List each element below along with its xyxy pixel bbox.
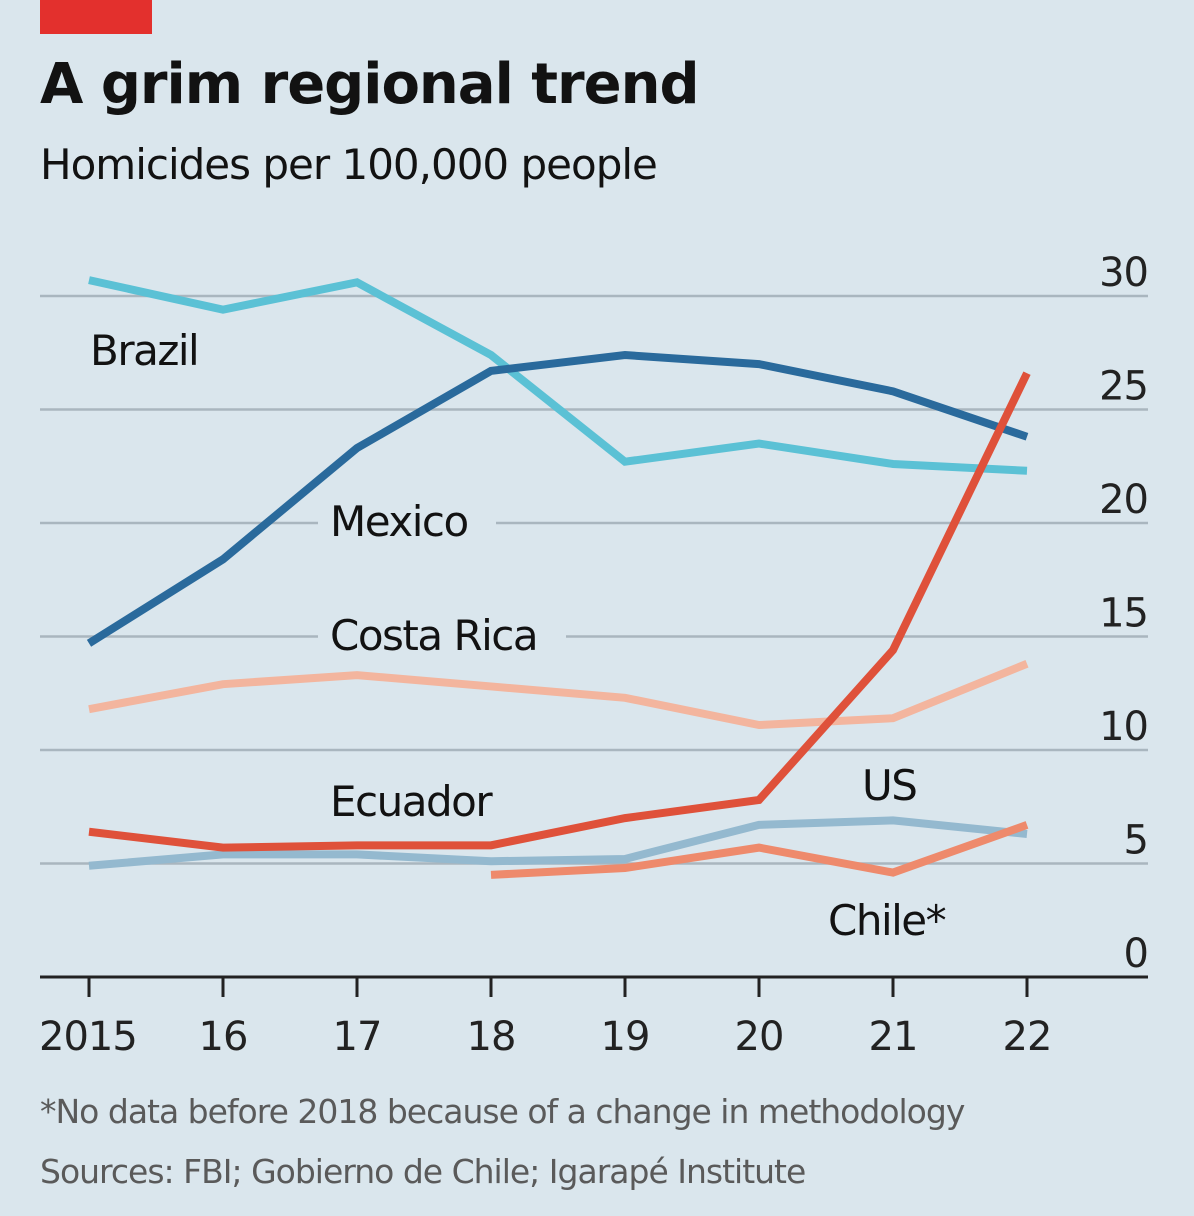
x-tick-label: 18: [467, 1014, 516, 1060]
chart-subtitle: Homicides per 100,000 people: [40, 140, 658, 189]
series-label: US: [862, 761, 916, 810]
series-label: Chile*: [828, 896, 946, 945]
y-tick-label: 5: [1124, 818, 1148, 864]
series-label: Mexico: [330, 497, 468, 546]
x-tick-label: 16: [199, 1014, 248, 1060]
chart-title: A grim regional trend: [40, 52, 700, 117]
series-label: Brazil: [90, 326, 198, 375]
label-background: [318, 612, 566, 660]
series-line-mexico: [86, 351, 1029, 647]
y-tick-label: 15: [1099, 591, 1148, 637]
series-label: Ecuador: [330, 777, 493, 826]
y-tick-label: 25: [1099, 364, 1148, 410]
series-line-chile: [490, 821, 1029, 879]
series-line-us: [88, 816, 1028, 870]
brand-red-bar: [40, 0, 152, 34]
x-tick-label: 2015: [39, 1014, 137, 1060]
x-tick-label: 19: [601, 1014, 650, 1060]
x-tick-label: 20: [735, 1014, 784, 1060]
y-tick-label: 30: [1099, 250, 1148, 296]
series-line-ecuador: [88, 371, 1031, 852]
y-tick-label: 20: [1099, 477, 1148, 523]
x-tick-label: 21: [869, 1014, 918, 1060]
source-note: Sources: FBI; Gobierno de Chile; Igarapé…: [40, 1152, 806, 1191]
label-background: [318, 498, 496, 546]
footnote: *No data before 2018 because of a change…: [40, 1092, 965, 1131]
series-line-costa-rica: [88, 660, 1029, 730]
y-tick-label: 10: [1099, 704, 1148, 750]
series-label: Costa Rica: [330, 611, 537, 660]
y-tick-label: 0: [1124, 931, 1148, 977]
x-tick-label: 17: [333, 1014, 382, 1060]
x-tick-label: 22: [1003, 1014, 1052, 1060]
series-line-brazil: [88, 276, 1028, 475]
